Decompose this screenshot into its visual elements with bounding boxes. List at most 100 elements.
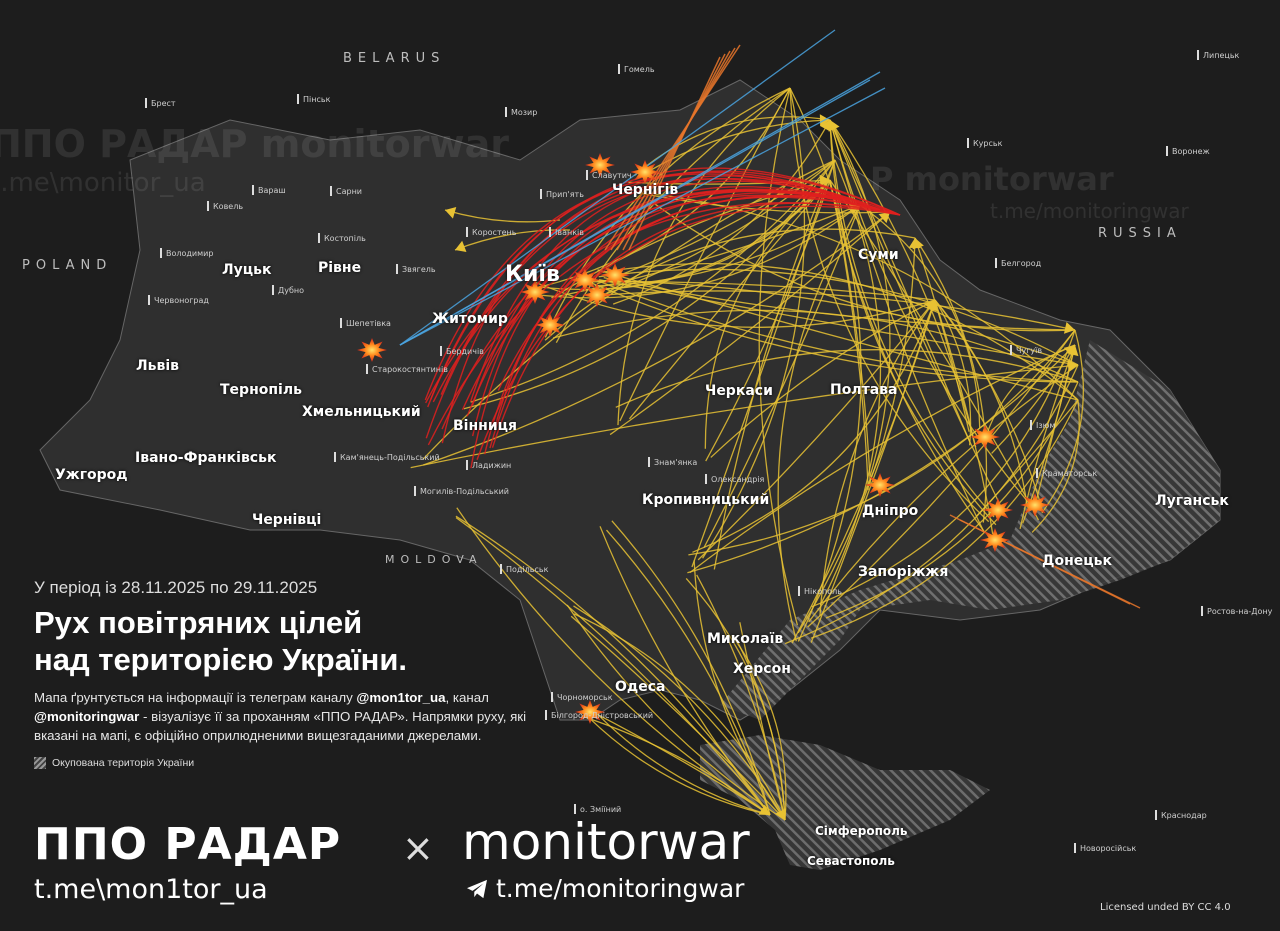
license-text: Licensed unded BY CC 4.0 bbox=[1100, 902, 1231, 913]
town-label: Бердичів bbox=[440, 346, 484, 358]
drone-track bbox=[825, 381, 1079, 619]
drone-track bbox=[617, 87, 791, 426]
drone-track bbox=[829, 119, 994, 535]
watermark: t.me\monitor_ua bbox=[0, 168, 206, 198]
country-label: MOLDOVA bbox=[385, 553, 483, 566]
town-label: о. Зміїний bbox=[574, 804, 621, 816]
description: Мапа ґрунтується на інформації із телегр… bbox=[34, 688, 534, 745]
city-label: Запоріжжя bbox=[858, 564, 949, 580]
drone-track bbox=[713, 159, 836, 570]
ballistic-track bbox=[616, 50, 731, 251]
town-label: Курськ bbox=[967, 138, 1002, 150]
drone-track bbox=[611, 520, 771, 816]
town-label: Знам'янка bbox=[648, 457, 697, 469]
town-label: Сарни bbox=[330, 186, 362, 198]
drone-track bbox=[810, 399, 1079, 639]
town-label: Пінськ bbox=[297, 94, 330, 106]
city-label: Київ bbox=[505, 262, 560, 287]
drone-track bbox=[615, 349, 1079, 408]
city-label: Житомир bbox=[432, 311, 508, 327]
track-arrow-icon bbox=[908, 238, 921, 249]
explosion-icon bbox=[600, 263, 630, 287]
town-label: Старокостянтинів bbox=[366, 364, 448, 376]
channel-handle: @monitoringwar bbox=[34, 709, 140, 724]
telegram-icon bbox=[467, 879, 487, 899]
cruise-missile-track bbox=[399, 79, 871, 346]
drone-track bbox=[566, 604, 786, 821]
drone-track bbox=[739, 622, 786, 821]
ppo-radar-link[interactable]: t.me\mon1tor_ua bbox=[34, 874, 268, 905]
drone-track bbox=[629, 179, 831, 420]
explosions bbox=[357, 153, 1050, 724]
missile-track bbox=[440, 170, 901, 395]
town-label: Володимир bbox=[160, 248, 213, 260]
drone-track bbox=[585, 279, 1079, 383]
city-label: Херсон bbox=[733, 661, 791, 677]
missile-track bbox=[430, 167, 901, 400]
drone-track bbox=[829, 119, 985, 533]
title-line: Рух повітряних цілей bbox=[34, 605, 363, 640]
period-text: У період із 28.11.2025 по 29.11.2025 bbox=[34, 578, 318, 597]
town-label: Прип'ять bbox=[540, 189, 584, 201]
town-label: Белгород bbox=[995, 258, 1041, 270]
drone-track bbox=[606, 529, 771, 816]
missile-track bbox=[471, 186, 851, 437]
cruise-missile-track bbox=[399, 87, 886, 346]
city-label: Сімферополь bbox=[815, 824, 908, 838]
town-label: Подільськ bbox=[500, 564, 548, 576]
legend-occupied: Окупована територія України bbox=[34, 757, 534, 769]
town-label: Коростень bbox=[466, 227, 516, 239]
city-label: Львів bbox=[136, 358, 179, 374]
explosion-icon bbox=[983, 498, 1013, 522]
flight-tracks bbox=[399, 29, 1141, 821]
city-label: Чернігів bbox=[612, 182, 679, 198]
info-panel: У період із 28.11.2025 по 29.11.2025 Рух… bbox=[34, 578, 534, 769]
city-label: Черкаси bbox=[705, 383, 773, 399]
city-label: Тернопіль bbox=[220, 382, 302, 398]
legend-label: Окупована територія України bbox=[52, 757, 195, 769]
town-label: Нікополь bbox=[798, 586, 842, 598]
monitorwar-link-text: t.me/monitoringwar bbox=[496, 874, 745, 903]
country-label: RUSSIA bbox=[1098, 226, 1182, 241]
track-arrow-icon bbox=[455, 240, 467, 252]
city-label: Луцьк bbox=[222, 262, 272, 278]
description-text: Мапа ґрунтується на інформації із телегр… bbox=[34, 690, 357, 705]
drone-track bbox=[696, 574, 786, 821]
missile-track bbox=[470, 189, 881, 469]
town-label: Ковель bbox=[207, 201, 243, 213]
drone-track bbox=[599, 526, 771, 816]
channel-handle: @mon1tor_ua bbox=[356, 690, 446, 705]
drone-track bbox=[702, 87, 806, 559]
town-label: Олександрія bbox=[705, 474, 764, 486]
explosion-icon bbox=[865, 473, 895, 497]
monitorwar-link[interactable]: t.me/monitoringwar bbox=[466, 874, 744, 904]
town-label: Чугуїв bbox=[1010, 345, 1042, 357]
drone-track bbox=[689, 344, 1076, 574]
watermark: t.me/monitoringwar bbox=[990, 199, 1189, 223]
city-label: Севастополь bbox=[807, 854, 895, 868]
watermark: ППО РАДАР monitorwar bbox=[0, 122, 510, 166]
ppo-radar-logo: ППО РАДАР bbox=[34, 819, 342, 870]
town-label: Чорноморськ bbox=[551, 692, 613, 704]
town-label: Краснодар bbox=[1155, 810, 1207, 822]
drone-track bbox=[598, 268, 1079, 366]
town-label: Костопіль bbox=[318, 233, 366, 245]
drone-track bbox=[1019, 344, 1076, 530]
town-label: Шепетівка bbox=[340, 318, 391, 330]
drone-track bbox=[455, 515, 771, 816]
drone-track bbox=[444, 209, 561, 223]
city-label: Рівне bbox=[318, 260, 362, 276]
drone-track bbox=[588, 717, 771, 816]
drone-track bbox=[808, 364, 1079, 623]
page-title: Рух повітряних цілей над територією Укра… bbox=[34, 604, 534, 678]
drone-track bbox=[592, 278, 1079, 383]
ballistic-track bbox=[628, 56, 721, 251]
drone-track bbox=[573, 605, 786, 821]
country-label: POLAND bbox=[22, 258, 113, 273]
drone-track bbox=[819, 299, 936, 617]
drone-track bbox=[934, 299, 977, 448]
drone-track bbox=[692, 299, 936, 553]
town-label: Іванків bbox=[549, 227, 584, 239]
drone-track bbox=[758, 87, 799, 626]
drone-track bbox=[573, 613, 786, 821]
